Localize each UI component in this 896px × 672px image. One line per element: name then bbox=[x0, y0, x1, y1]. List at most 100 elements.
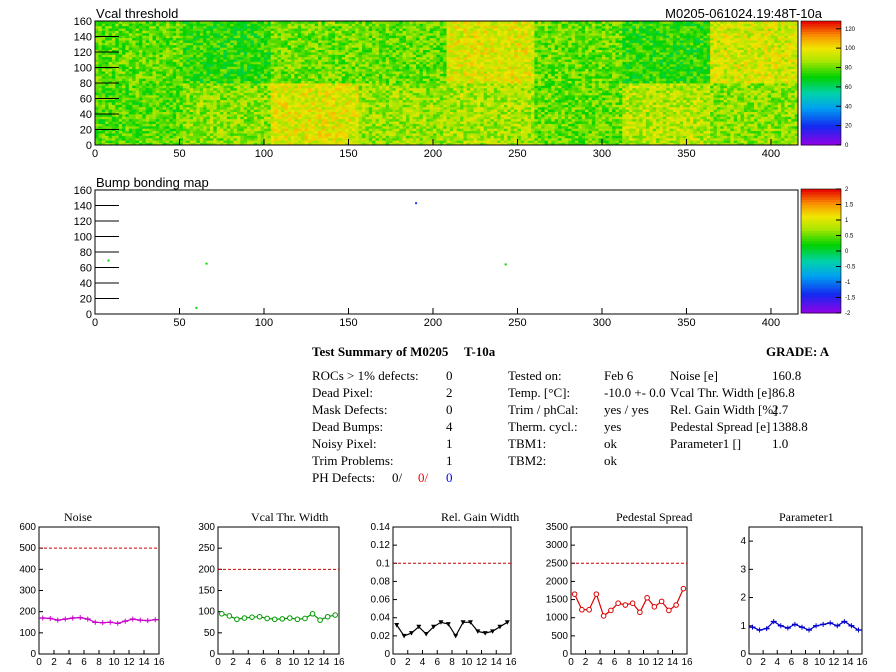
map-cell bbox=[679, 123, 684, 127]
map-cell bbox=[122, 118, 126, 122]
map-cell bbox=[267, 99, 272, 103]
map-cell bbox=[466, 137, 471, 141]
map-cell bbox=[405, 114, 410, 117]
map-cell bbox=[405, 106, 410, 110]
map-cell bbox=[223, 94, 228, 98]
map-cell bbox=[497, 125, 501, 129]
map-cell bbox=[554, 102, 559, 105]
map-cell bbox=[480, 90, 485, 93]
map-cell bbox=[115, 106, 120, 110]
map-cell bbox=[781, 133, 785, 136]
map-cell bbox=[574, 99, 579, 103]
map-cell bbox=[334, 106, 339, 110]
map-cell bbox=[426, 118, 430, 122]
map-cell bbox=[169, 137, 174, 141]
map-cell bbox=[358, 135, 363, 139]
map-cell bbox=[128, 137, 133, 141]
map-cell bbox=[95, 133, 99, 136]
map-cell bbox=[656, 114, 660, 117]
map-cell bbox=[122, 116, 126, 120]
map-cell bbox=[463, 102, 468, 105]
map-cell bbox=[537, 106, 542, 110]
map-cell bbox=[476, 130, 481, 134]
map-cell bbox=[629, 109, 633, 113]
map-cell bbox=[750, 114, 755, 117]
map-cell bbox=[767, 102, 772, 105]
map-cell bbox=[277, 97, 282, 101]
map-cell bbox=[280, 99, 285, 103]
map-cell bbox=[122, 109, 126, 113]
map-cell bbox=[392, 116, 397, 120]
map-cell bbox=[155, 87, 160, 91]
map-cell bbox=[473, 102, 478, 105]
map-cell bbox=[365, 109, 370, 113]
map-cell bbox=[169, 109, 174, 113]
map-cell bbox=[622, 140, 627, 144]
map-cell bbox=[551, 130, 556, 134]
map-cell bbox=[693, 97, 698, 101]
map-cell bbox=[155, 106, 160, 110]
map-cell bbox=[476, 87, 481, 91]
map-cell bbox=[101, 137, 106, 141]
map-cell bbox=[128, 87, 133, 91]
map-cell bbox=[176, 90, 180, 93]
map-cell bbox=[564, 128, 569, 132]
map-cell bbox=[791, 90, 796, 93]
map-cell bbox=[209, 114, 214, 117]
map-cell bbox=[470, 109, 474, 113]
map-cell bbox=[672, 135, 677, 139]
map-cell bbox=[169, 116, 174, 120]
map-cell bbox=[182, 123, 187, 127]
map-cell bbox=[585, 104, 589, 108]
map-cell bbox=[95, 85, 99, 89]
map-cell bbox=[730, 94, 735, 98]
map-cell bbox=[159, 104, 163, 108]
map-cell bbox=[551, 121, 556, 124]
map-cell bbox=[662, 116, 667, 120]
map-cell bbox=[656, 118, 660, 122]
map-cell bbox=[669, 118, 674, 122]
map-cell bbox=[639, 116, 643, 120]
map-cell bbox=[770, 123, 775, 127]
map-cell bbox=[128, 128, 133, 132]
map-cell bbox=[267, 97, 272, 101]
map-cell bbox=[754, 104, 758, 108]
map-cell bbox=[639, 104, 643, 108]
map-cell bbox=[666, 102, 670, 105]
map-cell bbox=[720, 116, 725, 120]
map-cell bbox=[253, 135, 258, 139]
map-cell bbox=[693, 142, 698, 146]
map-cell bbox=[740, 142, 745, 146]
map-cell bbox=[460, 133, 464, 136]
map-cell bbox=[334, 114, 339, 117]
map-cell bbox=[307, 137, 312, 141]
map-cell bbox=[629, 125, 633, 129]
map-cell bbox=[247, 140, 251, 144]
map-cell bbox=[558, 97, 562, 101]
map-cell bbox=[740, 97, 745, 101]
map-cell bbox=[182, 114, 187, 117]
map-cell bbox=[182, 104, 187, 108]
map-cell bbox=[524, 106, 529, 110]
map-cell bbox=[443, 135, 447, 139]
map-cell bbox=[754, 111, 758, 115]
map-cell bbox=[436, 104, 441, 108]
map-cell bbox=[304, 116, 309, 120]
map-cell bbox=[324, 111, 329, 115]
map-cell bbox=[311, 104, 316, 108]
map-cell bbox=[98, 114, 103, 117]
map-cell bbox=[585, 118, 589, 122]
map-cell bbox=[199, 137, 204, 141]
map-cell bbox=[733, 94, 738, 98]
map-cell bbox=[334, 133, 339, 136]
map-cell bbox=[416, 102, 420, 105]
map-cell bbox=[416, 109, 420, 113]
map-cell bbox=[456, 125, 461, 129]
map-cell bbox=[568, 90, 572, 93]
map-cell bbox=[372, 137, 376, 141]
map-cell bbox=[537, 133, 542, 136]
map-cell bbox=[470, 133, 474, 136]
map-cell bbox=[145, 87, 150, 91]
map-cell bbox=[348, 130, 353, 134]
map-cell bbox=[760, 140, 765, 144]
